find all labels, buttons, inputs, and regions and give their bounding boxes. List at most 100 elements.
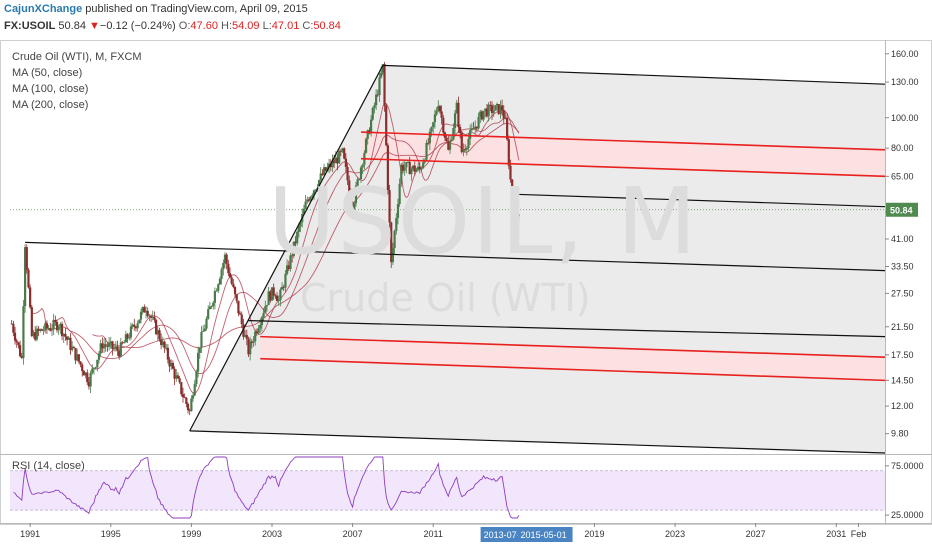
candle [218,278,222,285]
candle [448,141,452,150]
candle [101,343,104,349]
candle [322,167,326,175]
candle [222,262,225,270]
candle [259,325,262,329]
candle [411,165,415,169]
candle [138,319,141,324]
candle [203,328,206,332]
candle [25,247,28,270]
candle [10,323,13,325]
candle [249,341,252,355]
candle [89,372,92,387]
candle [49,328,52,331]
candle [195,371,198,384]
candle [470,128,473,131]
candle [96,359,99,368]
candle [307,199,311,201]
candle [143,307,146,313]
candle [149,315,153,318]
time-highlight-label: 2015-05-01 [521,530,567,540]
candle [296,231,299,244]
candle [336,157,339,164]
candle [432,122,435,128]
candle [275,295,279,301]
candle [391,248,395,263]
candle [334,157,337,164]
legend-ma200[interactable]: MA (200, close) [12,99,89,111]
price-tick-label: 14.50 [891,375,914,385]
candle [240,314,243,325]
high-value: 54.09 [232,20,260,32]
candle [383,64,386,106]
price-tick-label: 33.50 [891,261,914,271]
support-zone-fill [260,336,885,381]
candle [500,105,504,111]
candle [450,139,453,142]
rsi-tick-label: 25.0000 [891,510,924,520]
candle [269,291,272,301]
time-highlight-badge [517,527,573,542]
publish-text: published on TradingView.com, April 09, … [85,3,308,15]
candle [299,222,302,227]
candle [129,326,133,338]
candle [349,193,353,203]
time-tick-label: 1995 [101,529,121,539]
candle [196,352,200,372]
candle [82,371,85,376]
candle [321,173,324,175]
candle [102,344,106,349]
candle [126,334,129,339]
candle [465,147,468,150]
candle [297,226,300,232]
candle [499,105,502,114]
candle [306,199,309,202]
candle [181,394,185,398]
candle [413,165,416,172]
candle [35,328,38,340]
candle [312,190,316,196]
candle [237,300,240,314]
candle [381,64,384,73]
time-tick-label: 1999 [181,529,201,539]
candle [29,287,32,308]
candle [62,333,65,337]
rsi-tick-label: 75.0000 [891,461,924,471]
candle [346,166,349,181]
candle [512,200,515,233]
candle [193,383,196,396]
candle [385,105,388,146]
candle [289,255,292,270]
candle [484,108,487,111]
candle [188,410,191,412]
legend-ma50[interactable]: MA (50, close) [12,67,83,79]
candle [118,350,121,357]
candle [427,142,430,144]
candle [262,312,265,318]
candle [12,323,15,333]
parallel-line [248,320,886,338]
rsi-legend[interactable]: RSI (14, close) [12,460,85,472]
candle [190,398,193,412]
author-link[interactable]: CajunXChange [4,3,83,15]
close-label: C: [302,20,314,32]
candle [324,167,327,171]
candle [178,378,181,383]
legend-ma100[interactable]: MA (100, close) [12,83,89,95]
candle [34,332,37,340]
candle [369,119,373,134]
candle [437,106,440,111]
candle [40,329,44,331]
candle [415,169,418,172]
candle [373,105,376,108]
candle [15,340,18,343]
candle [291,255,294,257]
candle [455,102,458,114]
close-value: 50.84 [313,20,341,32]
candle [371,107,374,120]
candle [511,179,514,201]
candle [344,158,347,167]
candle [433,114,437,123]
candle [27,269,30,288]
candle [175,375,178,379]
